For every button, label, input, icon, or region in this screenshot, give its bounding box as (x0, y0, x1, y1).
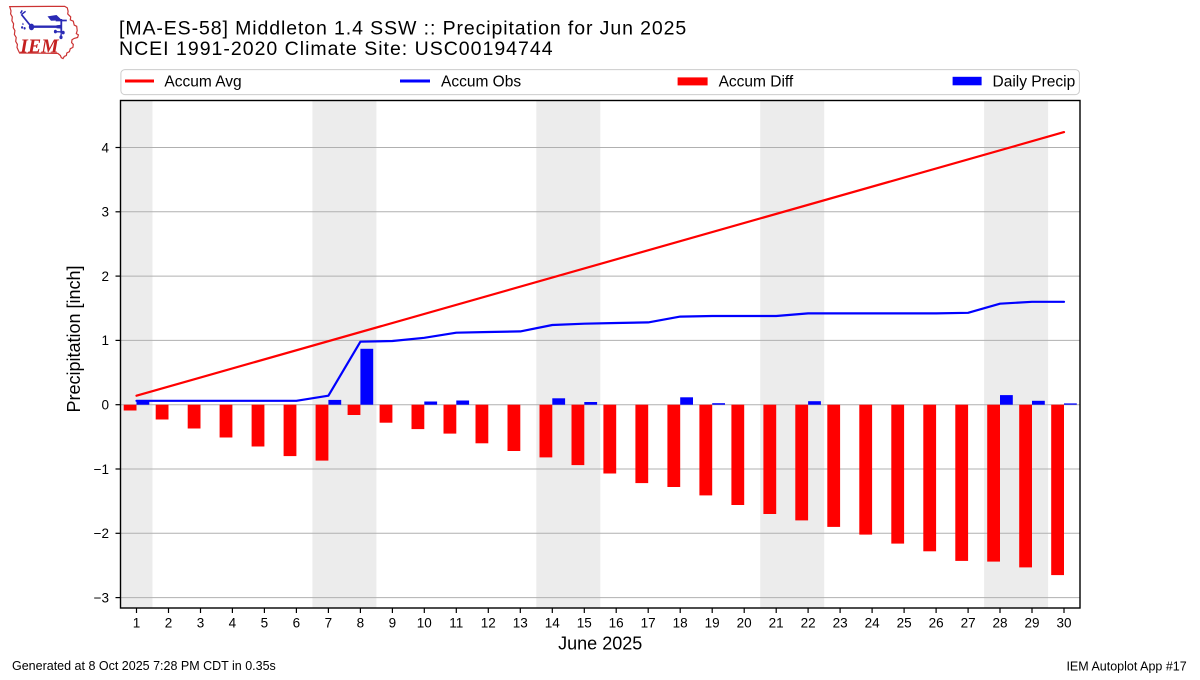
svg-text:Precipitation [inch]: Precipitation [inch] (64, 265, 84, 412)
svg-text:16: 16 (609, 615, 624, 630)
svg-text:4: 4 (229, 615, 237, 630)
svg-text:−2: −2 (94, 526, 109, 541)
svg-text:−1: −1 (94, 462, 109, 477)
svg-text:29: 29 (1024, 615, 1039, 630)
svg-text:[MA-ES-58] Middleton 1.4 SSW :: [MA-ES-58] Middleton 1.4 SSW :: Precipit… (119, 17, 687, 39)
svg-text:25: 25 (897, 615, 912, 630)
svg-text:22: 22 (801, 615, 816, 630)
svg-text:3: 3 (101, 205, 109, 220)
svg-text:Daily Precip: Daily Precip (993, 73, 1076, 90)
svg-text:26: 26 (929, 615, 944, 630)
svg-text:9: 9 (389, 615, 397, 630)
svg-text:20: 20 (737, 615, 752, 630)
svg-text:IEM: IEM (19, 36, 59, 57)
svg-text:2: 2 (165, 615, 173, 630)
svg-text:30: 30 (1056, 615, 1071, 630)
svg-text:23: 23 (833, 615, 848, 630)
svg-text:1: 1 (133, 615, 141, 630)
svg-text:IEM Autoplot App #17: IEM Autoplot App #17 (1066, 659, 1186, 673)
svg-text:Accum Avg: Accum Avg (164, 73, 241, 90)
svg-text:18: 18 (673, 615, 688, 630)
svg-text:7: 7 (325, 615, 333, 630)
svg-text:NCEI 1991-2020 Climate Site: U: NCEI 1991-2020 Climate Site: USC00194744 (119, 38, 554, 60)
svg-text:27: 27 (961, 615, 976, 630)
svg-text:1: 1 (101, 333, 109, 348)
svg-text:24: 24 (865, 615, 881, 630)
svg-text:21: 21 (769, 615, 784, 630)
svg-text:14: 14 (545, 615, 561, 630)
svg-text:13: 13 (513, 615, 528, 630)
svg-text:12: 12 (481, 615, 496, 630)
svg-text:June 2025: June 2025 (558, 634, 642, 654)
svg-text:8: 8 (357, 615, 365, 630)
svg-text:10: 10 (417, 615, 432, 630)
svg-text:17: 17 (641, 615, 656, 630)
svg-text:19: 19 (705, 615, 720, 630)
svg-text:6: 6 (293, 615, 301, 630)
svg-text:15: 15 (577, 615, 592, 630)
svg-text:5: 5 (261, 615, 269, 630)
svg-text:4: 4 (101, 140, 109, 155)
svg-text:Accum Diff: Accum Diff (719, 73, 794, 90)
svg-text:11: 11 (449, 615, 463, 630)
svg-text:28: 28 (992, 615, 1007, 630)
svg-text:3: 3 (197, 615, 205, 630)
svg-text:−3: −3 (94, 590, 109, 605)
svg-text:Accum Obs: Accum Obs (441, 73, 521, 90)
svg-text:Generated at 8 Oct 2025 7:28 P: Generated at 8 Oct 2025 7:28 PM CDT in 0… (12, 659, 276, 673)
svg-text:0: 0 (101, 398, 109, 413)
svg-text:2: 2 (101, 269, 109, 284)
